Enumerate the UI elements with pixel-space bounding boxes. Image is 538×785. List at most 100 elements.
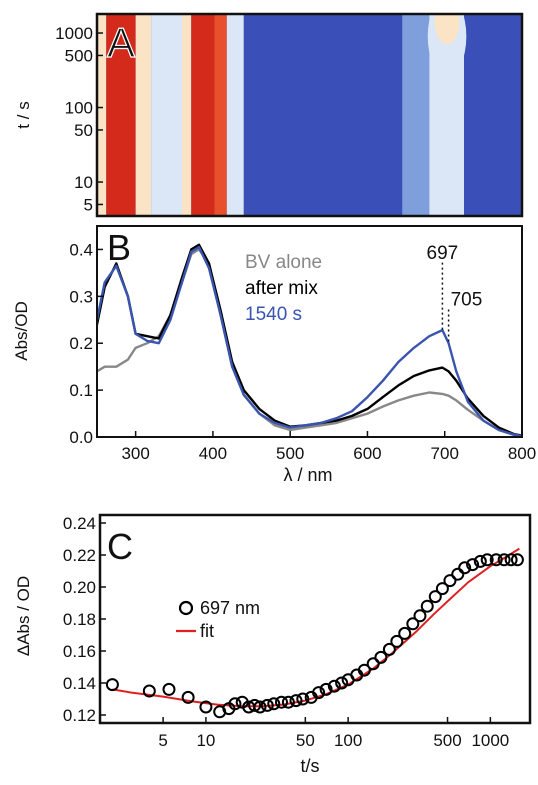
x-tick-label: 100: [334, 731, 362, 750]
legend-bv-alone: BV alone: [245, 252, 322, 273]
y-tick-label: 100: [65, 99, 93, 118]
data-point: [248, 698, 262, 712]
heatmap-blob-peak: [434, 14, 460, 45]
data-point: [480, 553, 494, 567]
data-point: [199, 700, 213, 714]
heatmap-band: [191, 14, 215, 216]
legend-marker-circle: [178, 600, 194, 616]
heatmap-band: [214, 14, 227, 216]
data-point: [451, 567, 465, 581]
data-point: [357, 663, 371, 677]
data-point: [428, 590, 442, 604]
y-tick-label: 0.20: [63, 578, 96, 597]
heatmap-band: [97, 14, 107, 216]
panel-b-y-label: Abs/OD: [12, 301, 31, 361]
panel-b-letter: B: [107, 227, 131, 268]
y-tick-label: 0.12: [63, 706, 96, 725]
x-tick-label: 1000: [471, 731, 509, 750]
y-tick-label: 10: [74, 173, 93, 192]
series-line: [97, 245, 522, 437]
heatmap-band: [106, 14, 136, 216]
y-tick-label: 0.16: [63, 642, 96, 661]
heatmap-band: [135, 14, 152, 216]
y-tick-label: 0.22: [63, 546, 96, 565]
data-point: [228, 697, 242, 711]
panel-a-frame: [95, 12, 524, 218]
data-point: [473, 554, 487, 568]
panel-b-frame: [96, 225, 523, 438]
panel-a-y-ticks: 5 10 50 100 500 1000: [55, 24, 103, 214]
y-tick-label: 500: [65, 46, 93, 65]
panel-c-y-label: ΔAbs / OD: [14, 576, 33, 656]
data-point: [142, 684, 156, 698]
x-tick-label: 50: [296, 731, 315, 750]
data-point: [335, 676, 349, 690]
legend-697nm: 697 nm: [200, 598, 260, 618]
heatmap-band: [464, 14, 522, 216]
y-tick-label: 0.18: [63, 610, 96, 629]
panel-b: B 300 400 500 600 700 800 0.0 0.1 0.2 0.3 0.4 Abs/…: [12, 225, 536, 485]
y-tick-label: 1000: [55, 24, 93, 43]
legend-1540s: 1540 s: [245, 304, 302, 325]
panel-c-ticks: 5 10 50 100 500 1000 0.12 0.14 0.16 0.18 0.20 0.22 0…: [63, 514, 509, 750]
data-point: [382, 642, 396, 656]
x-tick-label: 10: [196, 731, 215, 750]
data-point: [312, 686, 326, 700]
data-point: [510, 553, 524, 567]
x-tick-label: 800: [508, 444, 536, 463]
data-point: [275, 695, 289, 709]
panel-b-x-label: λ / nm: [283, 465, 332, 485]
heatmap-band: [226, 14, 244, 216]
data-point: [413, 609, 427, 623]
panel-c-x-label: t/s: [300, 756, 319, 776]
y-tick-label: 0.0: [69, 428, 93, 447]
data-point: [105, 678, 119, 692]
panel-c-letter: C: [107, 526, 133, 567]
panel-b-ticks: 300 400 500 600 700 800 0.0 0.1 0.2 0.3 0.4: [69, 240, 536, 463]
y-tick-label: 0.3: [69, 287, 93, 306]
data-point: [497, 553, 511, 567]
data-point: [466, 558, 480, 572]
panel-a: A 5 10 50 100 500 1000 t / s: [14, 12, 524, 218]
y-tick-label: 0.2: [69, 334, 93, 353]
panel-a-letter: A: [107, 19, 135, 66]
data-point: [435, 582, 449, 596]
data-point: [281, 695, 295, 709]
x-tick-label: 5: [158, 731, 167, 750]
x-tick-label: 300: [121, 444, 149, 463]
panel-a-y-label: t / s: [14, 101, 33, 128]
x-tick-label: 400: [199, 444, 227, 463]
x-tick-label: 600: [353, 444, 381, 463]
data-point: [398, 626, 412, 640]
heatmap-band: [402, 14, 430, 216]
legend-after-mix: after mix: [245, 278, 318, 299]
data-point: [374, 650, 388, 664]
y-tick-label: 50: [74, 121, 93, 140]
y-tick-label: 0.1: [69, 381, 93, 400]
panel-c: C 5 10 50 100 500 1000 0.12 0.14 0.16 0.18 0.20 0.2…: [14, 513, 532, 776]
data-point: [458, 561, 472, 575]
data-point: [289, 694, 303, 708]
data-point: [390, 634, 404, 648]
y-tick-label: 5: [84, 195, 93, 214]
panel-c-points: [105, 547, 524, 719]
x-tick-label: 500: [276, 444, 304, 463]
data-point: [504, 553, 518, 567]
panel-b-legend: BV alone after mix 1540 s: [245, 252, 322, 325]
data-point: [162, 682, 176, 696]
heatmap-bands: [97, 14, 522, 216]
data-point: [319, 682, 333, 696]
x-tick-label: 500: [433, 731, 461, 750]
heatmap-band: [182, 14, 192, 216]
x-tick-label: 700: [431, 444, 459, 463]
data-point: [181, 690, 195, 704]
panel-c-legend: 697 nm fit: [176, 598, 260, 641]
data-point: [327, 679, 341, 693]
data-point: [406, 617, 420, 631]
fit-line: [112, 547, 520, 708]
data-point: [267, 697, 281, 711]
data-point: [489, 553, 503, 567]
data-point: [253, 700, 267, 714]
data-point: [443, 574, 457, 588]
